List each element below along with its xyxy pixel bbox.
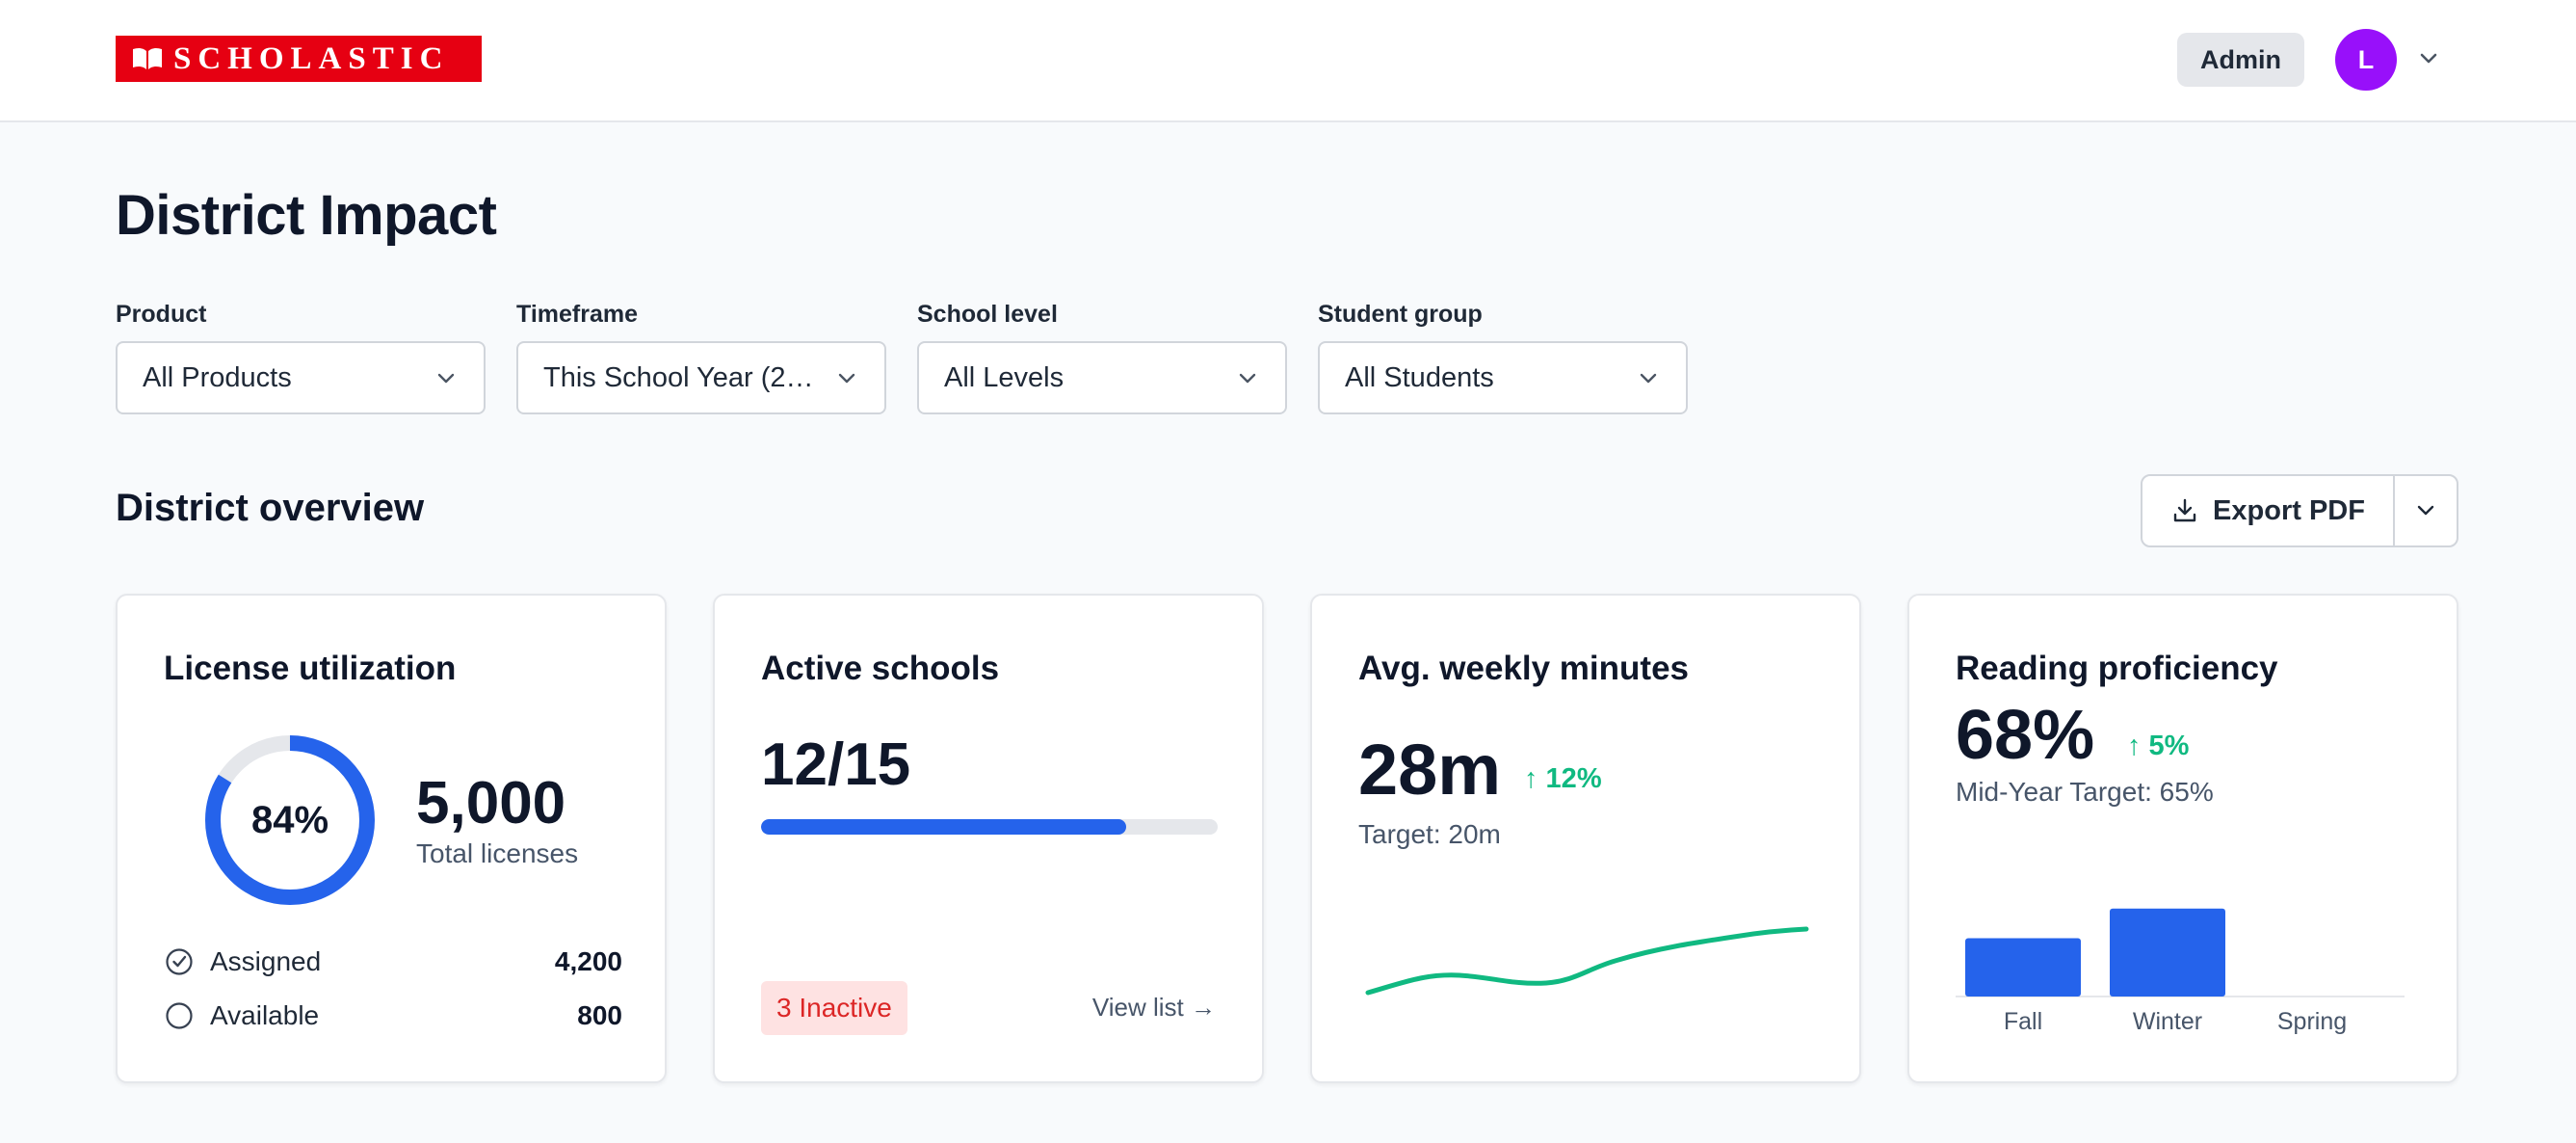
role-badge: Admin xyxy=(2177,33,2304,87)
avatar[interactable]: L xyxy=(2335,29,2397,91)
available-row: Available 800 xyxy=(164,997,622,1035)
weekly-minutes-value: 28m xyxy=(1358,730,1502,810)
download-icon xyxy=(2173,498,2196,522)
card-title: Active schools xyxy=(761,650,1000,687)
chevron-down-icon xyxy=(838,373,855,384)
student-group-select[interactable]: All Students xyxy=(1318,341,1688,414)
filter-label: School level xyxy=(917,301,1058,328)
available-value: 800 xyxy=(577,1000,622,1030)
minutes-sparkline xyxy=(1365,926,1809,996)
total-licenses-value: 5,000 xyxy=(416,770,566,837)
target-text: Target: 20m xyxy=(1358,819,1501,849)
export-pdf-button[interactable]: Export PDF xyxy=(2142,476,2395,545)
open-book-icon xyxy=(133,47,162,69)
mid-year-target: Mid-Year Target: 65% xyxy=(1956,777,2214,807)
filter-timeframe: Timeframe This School Year (20... xyxy=(516,301,886,414)
bar-label-winter: Winter xyxy=(2133,1008,2202,1035)
filter-school-level: School level All Levels xyxy=(917,301,1287,414)
card-title: License utilization xyxy=(164,650,457,687)
chevron-down-icon[interactable] xyxy=(2414,44,2443,73)
proficiency-bar-chart: Fall Winter Spring xyxy=(1956,908,2405,1035)
top-bar: SCHOLASTIC Admin L xyxy=(0,0,2576,122)
product-select[interactable]: All Products xyxy=(116,341,486,414)
export-button-group: Export PDF xyxy=(2141,474,2458,547)
section-title: District overview xyxy=(116,487,425,529)
inactive-badge[interactable]: 3 Inactive xyxy=(761,981,907,1035)
scholastic-logo[interactable]: SCHOLASTIC xyxy=(116,36,482,82)
active-schools-card: Active schools 12/15 3 Inactive View lis… xyxy=(713,594,1264,1083)
reading-proficiency-card: Reading proficiency 68% ↑ 5% Mid-Year Ta… xyxy=(1907,594,2458,1083)
bar-winter xyxy=(2110,908,2225,997)
brand-name: SCHOLASTIC xyxy=(173,40,450,76)
license-utilization-card: License utilization 84% 5,000 Total lice… xyxy=(116,594,667,1083)
export-label: Export PDF xyxy=(2213,494,2365,526)
trend-up-badge: ↑ 5% xyxy=(2127,731,2190,761)
empty-circle-icon xyxy=(166,1002,193,1029)
chevron-down-icon xyxy=(2417,505,2434,516)
check-circle-icon xyxy=(166,948,193,975)
view-list-link[interactable]: View list → xyxy=(1091,993,1216,1022)
bar-label-fall: Fall xyxy=(2004,1008,2042,1035)
filter-product: Product All Products xyxy=(116,301,486,414)
total-licenses-label: Total licenses xyxy=(416,838,579,868)
progress-fill xyxy=(761,819,1127,835)
proficiency-value: 68% xyxy=(1956,697,2095,774)
filter-label: Timeframe xyxy=(516,301,638,328)
filter-label: Product xyxy=(116,301,207,328)
assigned-row: Assigned 4,200 xyxy=(164,943,622,981)
bar-fall xyxy=(1965,938,2081,997)
timeframe-select[interactable]: This School Year (20... xyxy=(516,341,886,414)
trend-up-badge: ↑ 12% xyxy=(1524,763,1602,794)
chevron-down-icon xyxy=(1239,373,1256,384)
filter-label: Student group xyxy=(1318,301,1483,328)
utilization-percent: 84% xyxy=(250,798,329,841)
available-label: Available xyxy=(210,1000,320,1030)
active-schools-progress xyxy=(761,819,1218,835)
assigned-label: Assigned xyxy=(210,946,322,976)
chevron-down-icon xyxy=(437,373,455,384)
filter-student-group: Student group All Students xyxy=(1318,301,1688,414)
card-title: Reading proficiency xyxy=(1956,650,2278,687)
utilization-donut xyxy=(205,735,375,905)
assigned-value: 4,200 xyxy=(554,946,622,976)
card-title: Avg. weekly minutes xyxy=(1358,650,1689,687)
active-schools-ratio: 12/15 xyxy=(761,731,911,798)
chevron-down-icon xyxy=(1640,373,1657,384)
weekly-minutes-card: Avg. weekly minutes 28m ↑ 12% Target: 20… xyxy=(1310,594,1861,1083)
bar-label-spring: Spring xyxy=(2277,1008,2347,1035)
page-title: District Impact xyxy=(116,184,497,247)
school-level-select[interactable]: All Levels xyxy=(917,341,1287,414)
export-menu-button[interactable] xyxy=(2395,476,2457,545)
